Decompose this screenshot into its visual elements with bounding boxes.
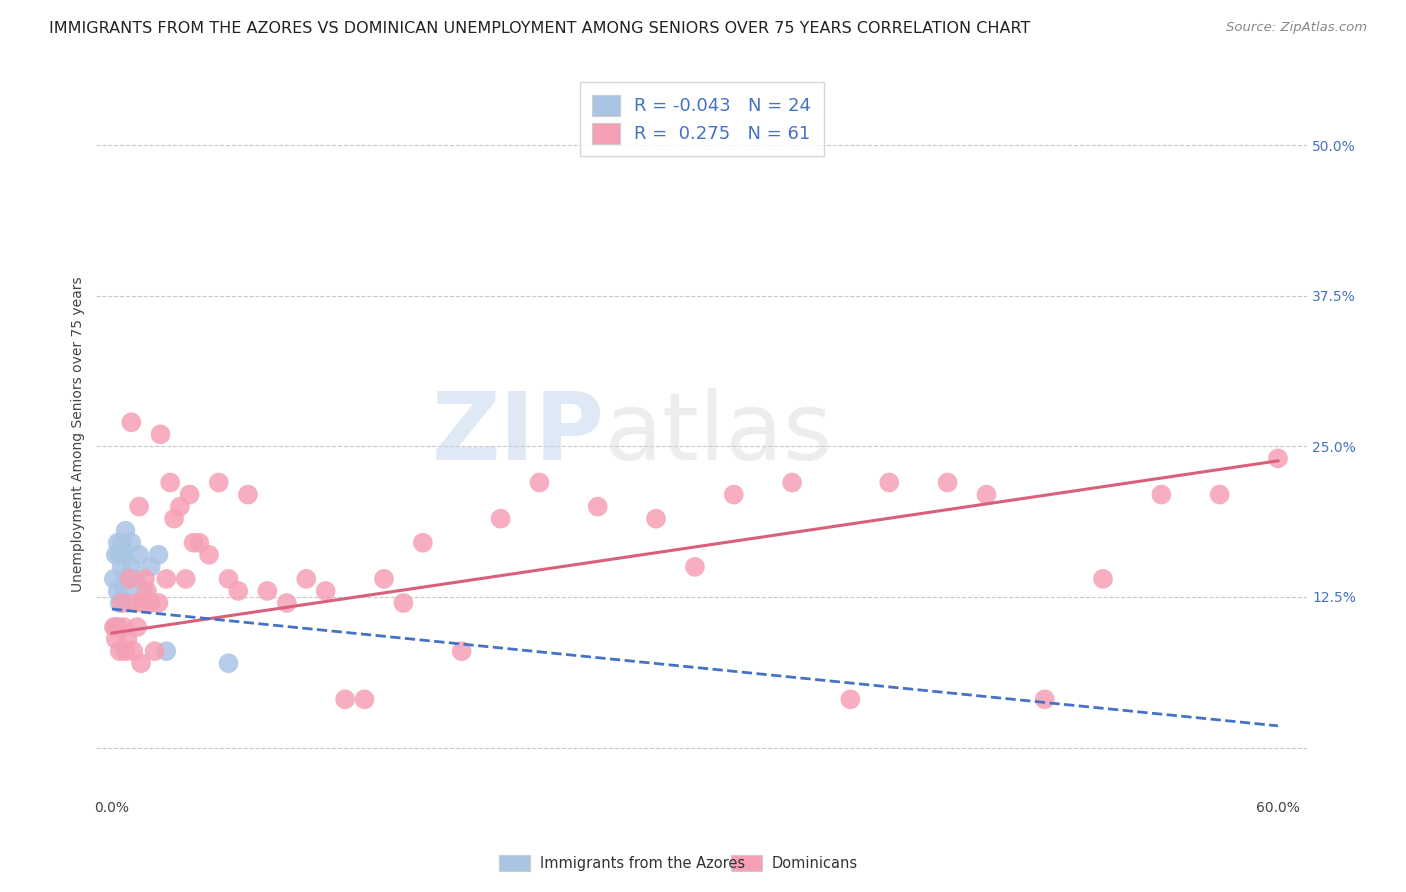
Point [108,596,131,610]
Point [276,596,298,610]
Point [114,524,136,538]
Point [120,559,142,574]
Point [112,583,135,598]
Point [1092,572,1115,586]
Point [104,620,127,634]
Point [1033,692,1056,706]
Point [226,583,249,598]
Point [333,692,356,706]
Point [118,572,141,586]
Point [1267,451,1289,466]
Point [208,475,231,490]
Point [373,572,395,586]
Point [117,632,139,646]
Point [104,548,127,562]
Point [128,548,150,562]
Point [103,620,125,634]
Point [112,548,135,562]
Point [107,583,129,598]
Point [114,572,136,586]
Point [127,620,149,634]
Point [183,535,205,549]
Point [839,692,862,706]
Point [155,572,177,586]
Point [586,500,609,514]
Point [218,656,240,670]
Text: Immigrants from the Azores: Immigrants from the Azores [540,856,745,871]
Point [143,644,166,658]
Point [148,596,170,610]
Point [134,572,156,586]
Point [114,644,136,658]
Point [236,487,259,501]
Point [450,644,472,658]
Point [1150,487,1173,501]
Point [936,475,959,490]
Point [780,475,803,490]
Point [174,572,197,586]
Point [108,548,131,562]
Point [392,596,415,610]
Point [110,596,132,610]
Point [103,572,125,586]
Point [877,475,900,490]
Point [976,487,998,501]
Point [529,475,551,490]
Point [129,656,152,670]
Point [118,572,141,586]
Point [148,548,170,562]
Point [104,632,127,646]
Text: atlas: atlas [605,388,834,480]
Point [163,511,186,525]
Point [149,427,172,442]
Point [112,620,135,634]
Point [122,644,145,658]
Point [489,511,512,525]
Point [139,596,162,610]
Point [132,596,155,610]
Point [124,596,146,610]
Point [117,596,139,610]
Point [315,583,337,598]
Point [159,475,181,490]
Point [723,487,745,501]
Point [256,583,278,598]
Point [108,644,131,658]
Point [107,620,129,634]
Point [353,692,375,706]
Legend: R = -0.043   N = 24, R =  0.275   N = 61: R = -0.043 N = 24, R = 0.275 N = 61 [579,82,824,156]
Y-axis label: Unemployment Among Seniors over 75 years: Unemployment Among Seniors over 75 years [72,277,86,592]
Point [295,572,318,586]
Point [110,559,132,574]
Point [124,572,146,586]
Text: ZIP: ZIP [432,388,605,480]
Point [198,548,221,562]
Text: Source: ZipAtlas.com: Source: ZipAtlas.com [1226,21,1367,34]
Point [683,559,706,574]
Text: IMMIGRANTS FROM THE AZORES VS DOMINICAN UNEMPLOYMENT AMONG SENIORS OVER 75 YEARS: IMMIGRANTS FROM THE AZORES VS DOMINICAN … [49,21,1031,36]
Point [139,559,162,574]
Point [188,535,211,549]
Point [169,500,191,514]
Point [218,572,240,586]
Point [135,583,157,598]
Point [107,535,129,549]
Point [120,415,142,429]
Point [128,500,150,514]
Point [1208,487,1230,501]
Point [155,644,177,658]
Point [120,535,142,549]
Point [110,535,132,549]
Point [645,511,668,525]
Text: Dominicans: Dominicans [772,856,858,871]
Point [132,583,155,598]
Point [412,535,434,549]
Point [179,487,201,501]
